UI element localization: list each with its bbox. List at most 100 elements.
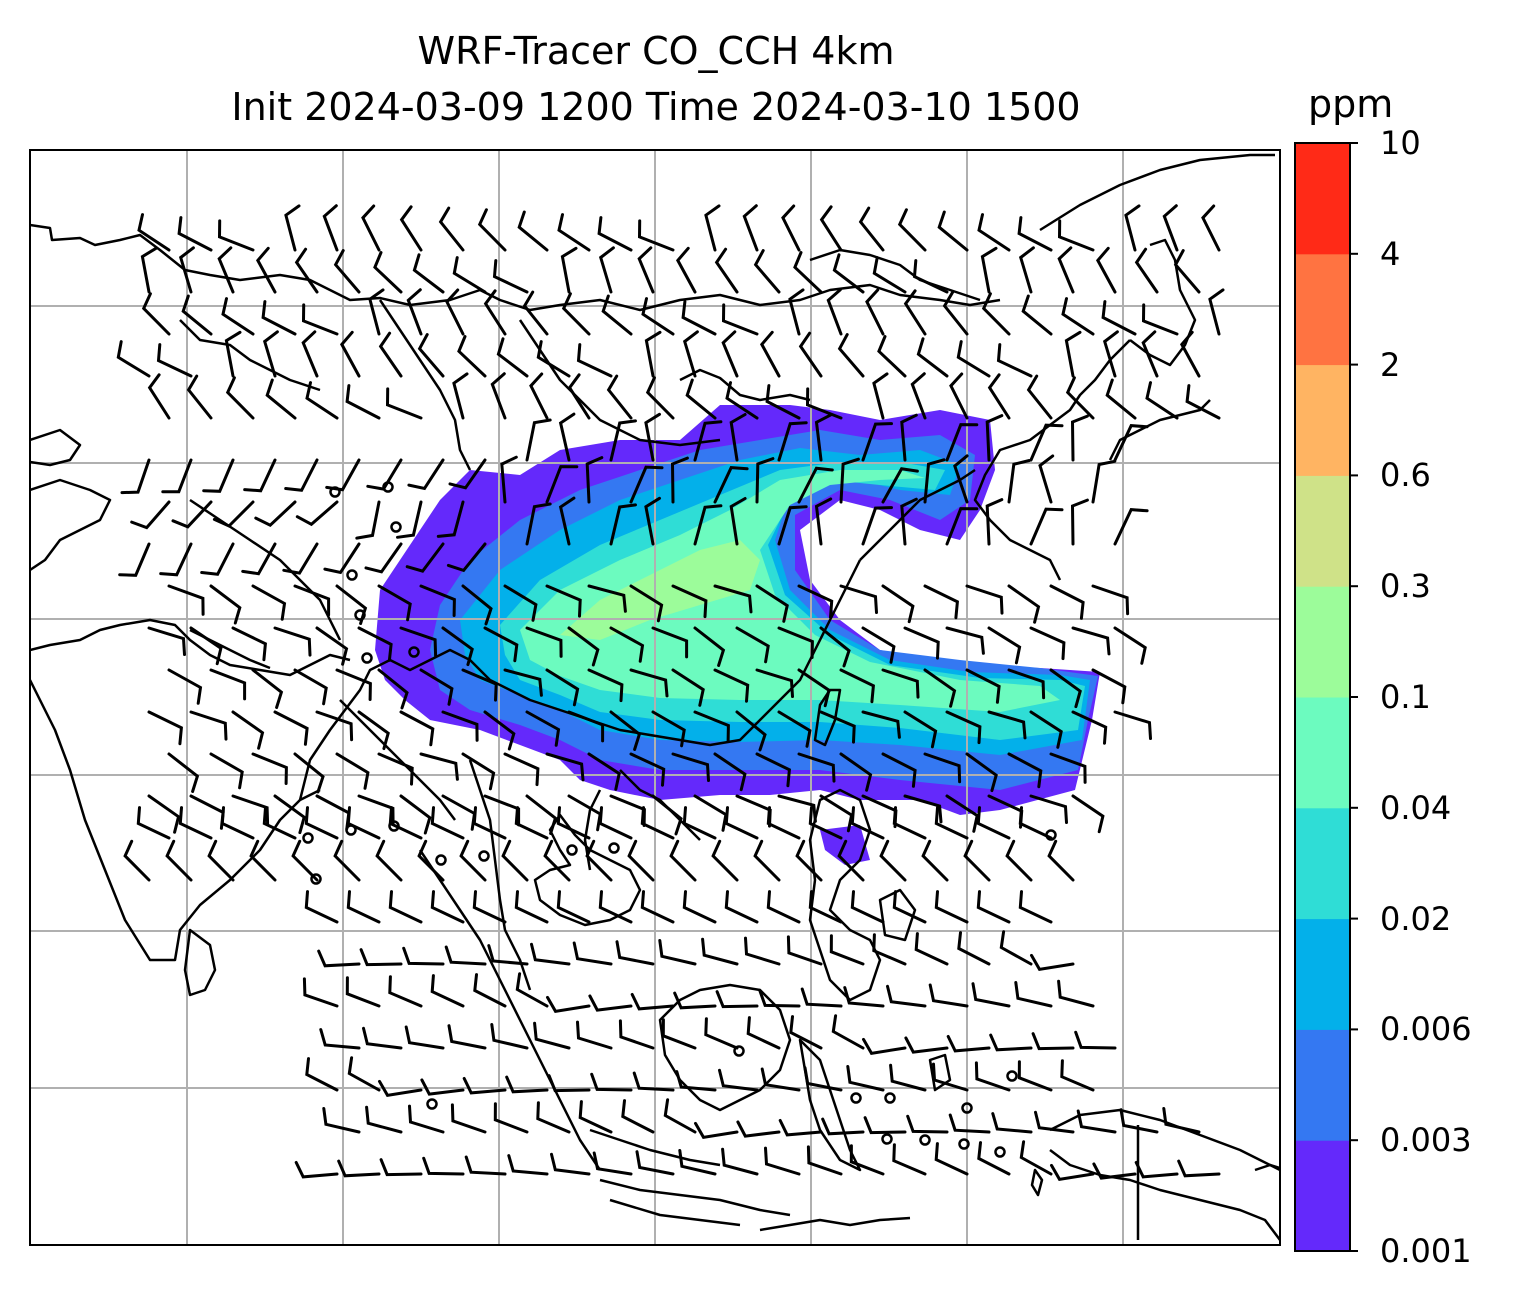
wind-barb — [963, 839, 991, 882]
wind-barb — [651, 710, 686, 748]
wind-barb — [714, 247, 739, 294]
wind-barb — [545, 584, 582, 618]
wind-barb — [547, 1074, 591, 1093]
wind-barb — [850, 890, 885, 924]
wind-barb — [249, 839, 277, 882]
wind-barb — [448, 458, 487, 490]
wind-barb — [399, 710, 435, 747]
wind-barb — [746, 1016, 781, 1050]
wind-barb — [505, 1075, 549, 1094]
wind-barb — [319, 1028, 361, 1050]
wind-barb — [713, 752, 747, 792]
wind-barb — [590, 1072, 633, 1092]
wind-barb — [892, 890, 927, 924]
wind-barb — [981, 292, 1011, 336]
wind-barb — [305, 381, 339, 420]
wind-barb — [675, 246, 697, 294]
wind-barb — [493, 1102, 529, 1134]
wind-barb — [357, 710, 390, 751]
wind-barb — [346, 806, 381, 840]
wind-barb — [116, 340, 151, 378]
wind-barb — [904, 1036, 949, 1054]
wind-barb — [641, 297, 675, 336]
wind-barb — [202, 458, 235, 493]
wind-barb — [766, 890, 801, 924]
wind-barb — [974, 1061, 1011, 1092]
wind-barb — [592, 1151, 633, 1176]
wind-barb — [419, 668, 454, 706]
wind-barb — [1029, 626, 1066, 661]
wind-barb — [977, 1141, 1011, 1176]
wind-barb — [291, 839, 319, 882]
wind-barb — [1134, 1161, 1179, 1179]
wind-barb — [897, 208, 927, 252]
wind-barb — [1057, 246, 1075, 294]
wind-barb — [932, 1062, 969, 1092]
wind-barb — [419, 584, 456, 617]
wind-barb — [1049, 584, 1085, 620]
wind-barb — [209, 584, 242, 625]
wind-barb — [797, 752, 836, 783]
wind-barb — [461, 584, 493, 626]
wind-barb — [1029, 710, 1063, 749]
wind-barb — [881, 668, 920, 699]
wind-barb — [346, 890, 381, 924]
wind-barb — [284, 458, 319, 492]
wind-barb — [1034, 1110, 1075, 1134]
wind-barb — [200, 542, 235, 576]
wind-barb — [736, 1120, 781, 1138]
wind-barb — [377, 668, 409, 710]
wind-barb — [209, 668, 247, 701]
wind-barb — [361, 204, 381, 252]
wind-barb — [1017, 216, 1053, 252]
wind-barb — [753, 249, 781, 294]
calm-wind-circle — [435, 854, 447, 866]
wind-barb — [1119, 1108, 1159, 1134]
wind-barb — [609, 710, 642, 751]
wind-barb — [837, 839, 865, 882]
wind-barb — [937, 210, 969, 252]
wind-barb — [359, 948, 403, 967]
colorbar-segment — [1295, 586, 1350, 698]
wind-barb — [472, 806, 507, 840]
wind-barb — [598, 890, 633, 924]
colorbar — [1295, 142, 1358, 1252]
wind-barb — [302, 977, 339, 1008]
wind-barb — [889, 1063, 927, 1092]
wind-barb — [500, 455, 518, 504]
wind-barb — [669, 839, 697, 882]
wind-barb — [1179, 330, 1201, 378]
wind-barb — [441, 626, 474, 667]
wind-barb — [609, 794, 646, 827]
wind-barb — [587, 668, 624, 703]
wind-barb — [805, 387, 843, 420]
wind-barb — [965, 752, 998, 793]
calm-wind-circle — [310, 873, 322, 885]
wind-barb — [797, 466, 834, 504]
wind-barb — [872, 933, 907, 966]
wind-barb — [971, 982, 1011, 1008]
wind-barb — [1074, 1030, 1117, 1050]
wind-barb — [1057, 979, 1095, 1008]
wind-barb — [461, 668, 498, 702]
colorbar-tick-label: 0.001 — [1380, 1232, 1472, 1270]
calm-wind-circle — [733, 1045, 745, 1057]
wind-barb — [561, 292, 591, 336]
wind-barb — [803, 1066, 843, 1092]
wind-barb — [385, 387, 423, 420]
wind-barb — [797, 584, 834, 619]
wind-barb — [1124, 204, 1141, 252]
calm-wind-circle — [345, 824, 357, 836]
wind-barb — [985, 498, 1004, 546]
wind-barb — [923, 584, 959, 620]
wind-barb — [849, 1144, 885, 1176]
wind-barb — [661, 1018, 697, 1050]
calm-wind-circle — [388, 820, 400, 832]
wind-barb — [317, 949, 361, 968]
calm-wind-circle — [958, 1138, 970, 1150]
wind-barb — [457, 335, 487, 378]
wind-barb — [490, 372, 507, 420]
wind-barb — [760, 1067, 801, 1092]
wind-barb — [207, 839, 235, 882]
